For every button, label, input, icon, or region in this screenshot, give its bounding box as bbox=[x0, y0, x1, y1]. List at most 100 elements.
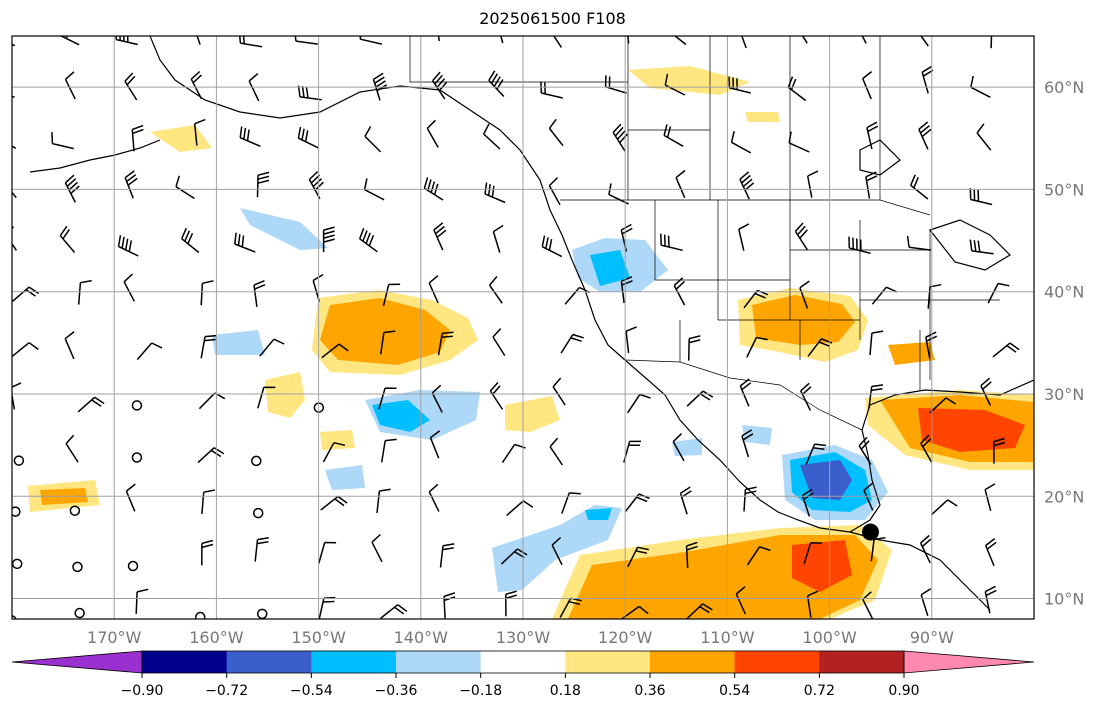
wind-barb bbox=[746, 546, 771, 566]
wind-barb bbox=[59, 36, 80, 46]
border-alaska-canada bbox=[409, 36, 440, 83]
wind-barb bbox=[297, 85, 322, 101]
wind-barb bbox=[318, 596, 336, 619]
wind-barb bbox=[372, 72, 388, 101]
wind-barb bbox=[985, 538, 997, 567]
anomaly-region-positive bbox=[320, 430, 355, 450]
wind-barb bbox=[739, 378, 752, 407]
wind-barb bbox=[501, 443, 526, 464]
coastline-hudson bbox=[859, 139, 901, 176]
wind-barb bbox=[992, 342, 1020, 358]
wind-barb bbox=[317, 541, 337, 564]
wind-barb bbox=[358, 227, 378, 253]
colorbar-tick-label: −0.72 bbox=[205, 683, 248, 699]
coastline-great-lakes bbox=[929, 219, 1011, 271]
longitude-label: 100°W bbox=[802, 628, 857, 647]
wind-barb bbox=[423, 177, 444, 201]
wind-barb bbox=[115, 36, 138, 46]
longitude-label: 170°W bbox=[87, 628, 142, 647]
wind-barb bbox=[256, 171, 270, 198]
wind-barb bbox=[51, 132, 74, 150]
wind-barb bbox=[429, 430, 441, 459]
political-borders bbox=[409, 36, 1000, 431]
wind-barb bbox=[984, 585, 997, 614]
longitude-label: 160°W bbox=[189, 628, 244, 647]
wind-barb bbox=[969, 188, 993, 206]
latitude-label: 20°N bbox=[1044, 487, 1084, 506]
longitude-axis-labels: 170°W 160°W 150°W 140°W 130°W 120°W 110°W 100°W… bbox=[87, 628, 954, 647]
colorbar-extend-min bbox=[11, 650, 143, 674]
wind-barb bbox=[193, 118, 206, 146]
wind-barb bbox=[363, 178, 385, 201]
wind-barb bbox=[135, 588, 149, 614]
wind-barb bbox=[787, 76, 807, 102]
wind-barb bbox=[483, 123, 501, 150]
wind-barb bbox=[549, 437, 564, 466]
wind-barb bbox=[863, 482, 874, 511]
anomaly-region-positive bbox=[505, 396, 560, 432]
wind-barb bbox=[918, 121, 932, 150]
wind-barb bbox=[376, 488, 391, 513]
wind-barb bbox=[741, 36, 747, 49]
wind-barb bbox=[990, 36, 993, 49]
colorbar: −0.90 −0.72 −0.54 −0.36 −0.18 0.18 0.36 0.54 0.7… bbox=[11, 650, 1035, 699]
wind-barb bbox=[868, 384, 884, 409]
longitude-label: 110°W bbox=[700, 628, 755, 647]
longitude-label: 120°W bbox=[598, 628, 653, 647]
wind-barb bbox=[803, 541, 823, 565]
wind-barb bbox=[870, 537, 886, 562]
anomaly-region-negative bbox=[325, 465, 365, 490]
wind-barb bbox=[660, 233, 683, 252]
colorbar-segment bbox=[311, 651, 397, 673]
calm-wind-symbol bbox=[256, 608, 268, 619]
colorbar-tick-label: −0.18 bbox=[459, 683, 502, 699]
coastlines bbox=[29, 36, 1034, 611]
colorbar-tick-label: 0.18 bbox=[550, 683, 581, 699]
calm-wind-symbol bbox=[131, 452, 143, 463]
colorbar-segment bbox=[734, 651, 820, 673]
wind-barb bbox=[196, 36, 201, 45]
wind-barb bbox=[136, 342, 163, 361]
wind-barb bbox=[124, 170, 138, 199]
wind-barb bbox=[687, 335, 701, 361]
latitude-axis-labels: 10°N 20°N 30°N 40°N 50°N 60°N bbox=[1044, 78, 1084, 608]
calm-wind-symbol bbox=[127, 560, 139, 572]
border-us-mexico bbox=[624, 359, 863, 431]
wind-barb bbox=[627, 546, 649, 568]
wind-barb bbox=[685, 541, 698, 569]
calm-wind-symbol bbox=[69, 505, 81, 516]
wind-barb bbox=[735, 586, 746, 615]
wind-barb bbox=[993, 437, 1006, 464]
wind-barb bbox=[125, 483, 136, 512]
colorbar-tick-label: −0.90 bbox=[121, 683, 164, 699]
wind-barb bbox=[371, 533, 383, 563]
wind-barb bbox=[806, 590, 819, 618]
colorbar-tick-label: 0.36 bbox=[634, 683, 665, 699]
wind-barb bbox=[663, 124, 684, 147]
anomaly-region-negative bbox=[492, 505, 622, 592]
anomaly-region-negative bbox=[212, 330, 265, 355]
wind-barb bbox=[741, 429, 754, 458]
anomaly-region-negative bbox=[372, 400, 430, 432]
wind-barb bbox=[259, 338, 285, 357]
map-panel bbox=[11, 35, 1035, 620]
wind-barb bbox=[77, 279, 92, 305]
wind-barb bbox=[428, 483, 440, 512]
wind-barb bbox=[976, 123, 992, 151]
wind-barb bbox=[920, 434, 933, 463]
wind-barb bbox=[254, 537, 269, 562]
wind-barb bbox=[743, 289, 769, 309]
wind-barb bbox=[359, 36, 383, 45]
calm-wind-symbol bbox=[74, 607, 85, 619]
wind-barb bbox=[492, 224, 504, 253]
wind-barb bbox=[866, 121, 879, 150]
wind-barb bbox=[378, 387, 397, 410]
wind-barb bbox=[437, 331, 454, 356]
calm-wind-symbol bbox=[12, 558, 23, 570]
storm-center-marker bbox=[861, 523, 879, 541]
wind-barb bbox=[805, 443, 826, 465]
wind-barb bbox=[871, 286, 898, 305]
wind-barb bbox=[746, 336, 768, 358]
anomaly-region-negative bbox=[590, 250, 630, 286]
